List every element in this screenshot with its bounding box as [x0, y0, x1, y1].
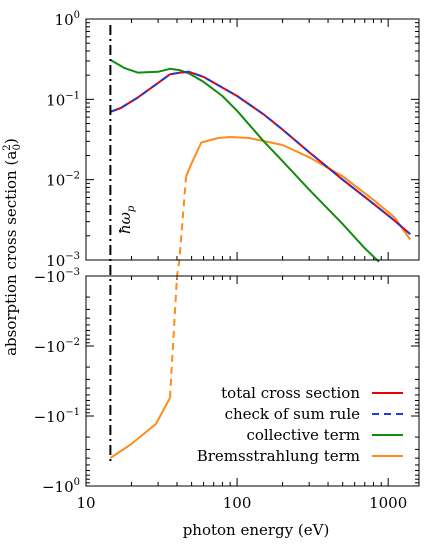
bremsstrahlung-term-line: [185, 136, 412, 241]
y-axis-label-text: absorption cross section: [2, 170, 20, 356]
lower-y-tick-label: −100: [42, 477, 80, 496]
y-tick-exponent: −1: [65, 90, 80, 101]
y-tick-base: 10: [55, 11, 74, 29]
lower-panel-frame: [85, 275, 420, 487]
upper-panel-frame: [85, 18, 420, 261]
y-axis-unit-sup: 2: [2, 144, 13, 150]
y-tick-exponent: 0: [74, 477, 80, 488]
upper-y-tick-label: 10−2: [46, 171, 80, 190]
y-tick-base: −10: [42, 478, 74, 496]
y-axis-label: absorption cross section (a20): [2, 138, 23, 356]
lower-y-tick-label: −10−1: [34, 407, 80, 426]
y-tick-exponent: 0: [74, 10, 80, 21]
y-tick-exponent: −1: [65, 407, 80, 418]
y-tick-base: −10: [34, 268, 66, 286]
check-of-sum-rule-line: [110, 70, 411, 235]
legend-label: Bremsstrahlung term: [197, 447, 360, 465]
y-tick-base: −10: [34, 408, 66, 426]
bremsstrahlung-term-line: [169, 176, 188, 398]
x-tick-label: 100: [223, 494, 252, 512]
ticks-layer: [85, 18, 419, 487]
x-tick-label: 1000: [369, 494, 407, 512]
legend-label: collective term: [246, 426, 360, 444]
x-tick-labels: 10 100 1000: [76, 494, 407, 512]
y-tick-base: 10: [46, 91, 65, 109]
upper-y-tick-label: 10−1: [46, 90, 80, 109]
plasmon-label-text: ħω: [116, 212, 134, 234]
series-layer: [109, 25, 412, 464]
x-tick-label: 10: [76, 494, 95, 512]
y-tick-exponent: −3: [65, 251, 80, 262]
upper-y-tick-label: 10−3: [46, 251, 80, 270]
y-tick-exponent: −2: [65, 337, 80, 348]
plasmon-label: ħωp: [116, 205, 137, 234]
bremsstrahlung-term-line: [109, 397, 171, 459]
legend: total cross section check of sum rule coll…: [197, 384, 403, 465]
total-cross-section-line: [110, 70, 411, 235]
y-tick-exponent: −3: [65, 267, 80, 278]
y-tick-exponent: −2: [65, 171, 80, 182]
y-tick-base: −10: [34, 338, 66, 356]
plasmon-label-sub: p: [126, 205, 137, 212]
lower-y-tick-label: −10−2: [34, 337, 80, 356]
upper-y-tick-label: 100: [55, 10, 80, 29]
lower-y-tick-label: −10−3: [34, 267, 80, 286]
collective-term-line: [109, 59, 380, 263]
y-axis-unit-sub: 0: [12, 144, 23, 150]
y-tick-base: 10: [46, 252, 65, 270]
x-axis-label: photon energy (eV): [183, 521, 330, 539]
legend-label: total cross section: [221, 384, 360, 402]
legend-label: check of sum rule: [225, 405, 361, 423]
y-tick-base: 10: [46, 172, 65, 190]
y-axis-unit-close: ): [2, 138, 20, 144]
y-axis-unit-open: (a: [2, 151, 20, 166]
